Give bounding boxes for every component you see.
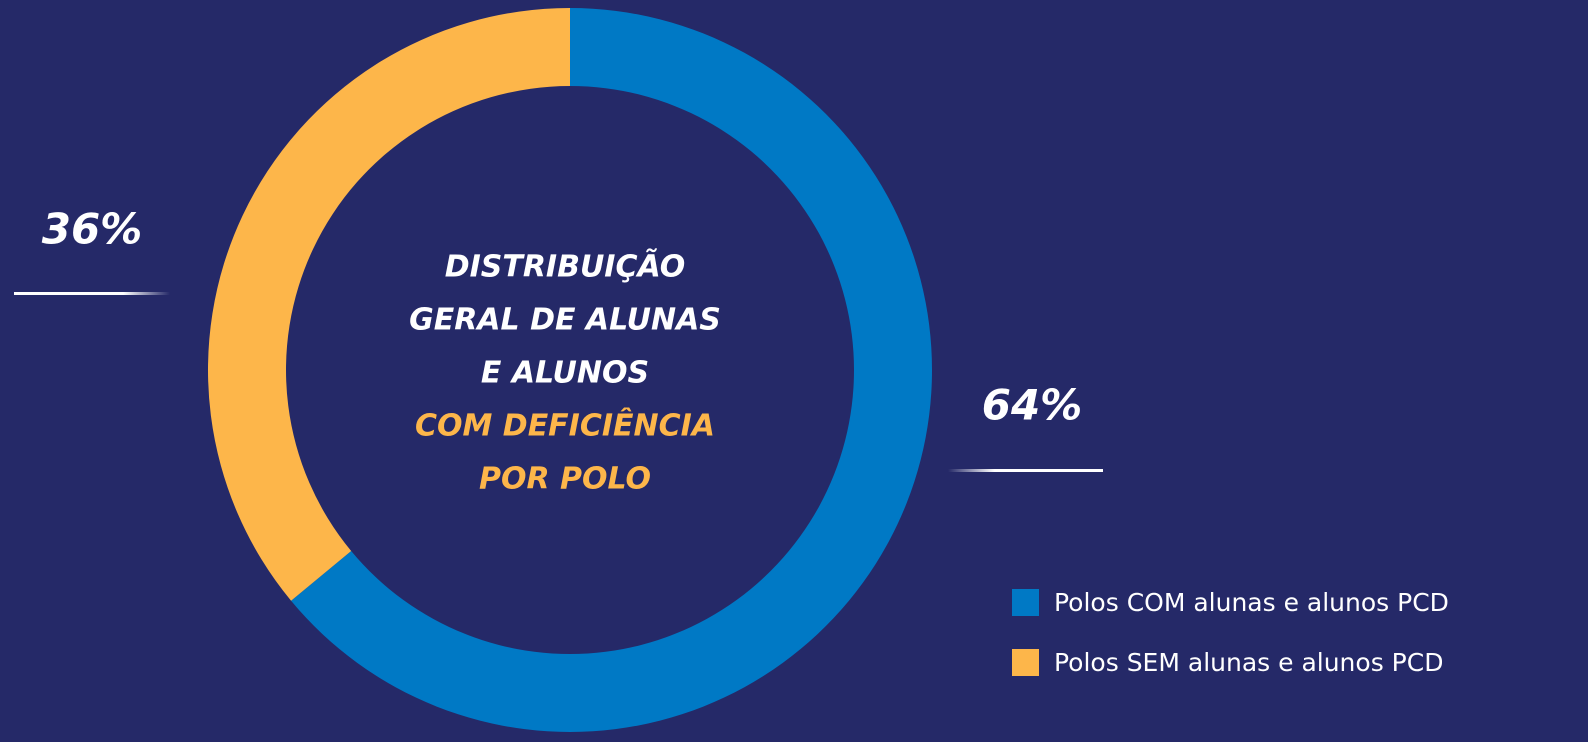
legend-swatch xyxy=(1012,589,1039,616)
center-subtitle: COM DEFICIÊNCIA xyxy=(415,408,715,444)
legend-label: Polos SEM alunas e alunos PCD xyxy=(1054,648,1443,677)
center-subtitle: POR POLO xyxy=(479,462,651,497)
label-underline xyxy=(948,469,1103,472)
donut-segment xyxy=(208,8,571,601)
center-title: DISTRIBUIÇÃO xyxy=(445,248,686,285)
center-title: E ALUNOS xyxy=(481,356,649,391)
donut-segment xyxy=(291,8,932,733)
value-label: 36% xyxy=(42,205,143,254)
center-title: GERAL DE ALUNAS xyxy=(409,303,721,338)
value-label: 64% xyxy=(982,381,1083,430)
legend-label: Polos COM alunas e alunos PCD xyxy=(1054,588,1449,617)
legend-swatch xyxy=(1012,649,1039,676)
label-underline xyxy=(14,292,170,295)
